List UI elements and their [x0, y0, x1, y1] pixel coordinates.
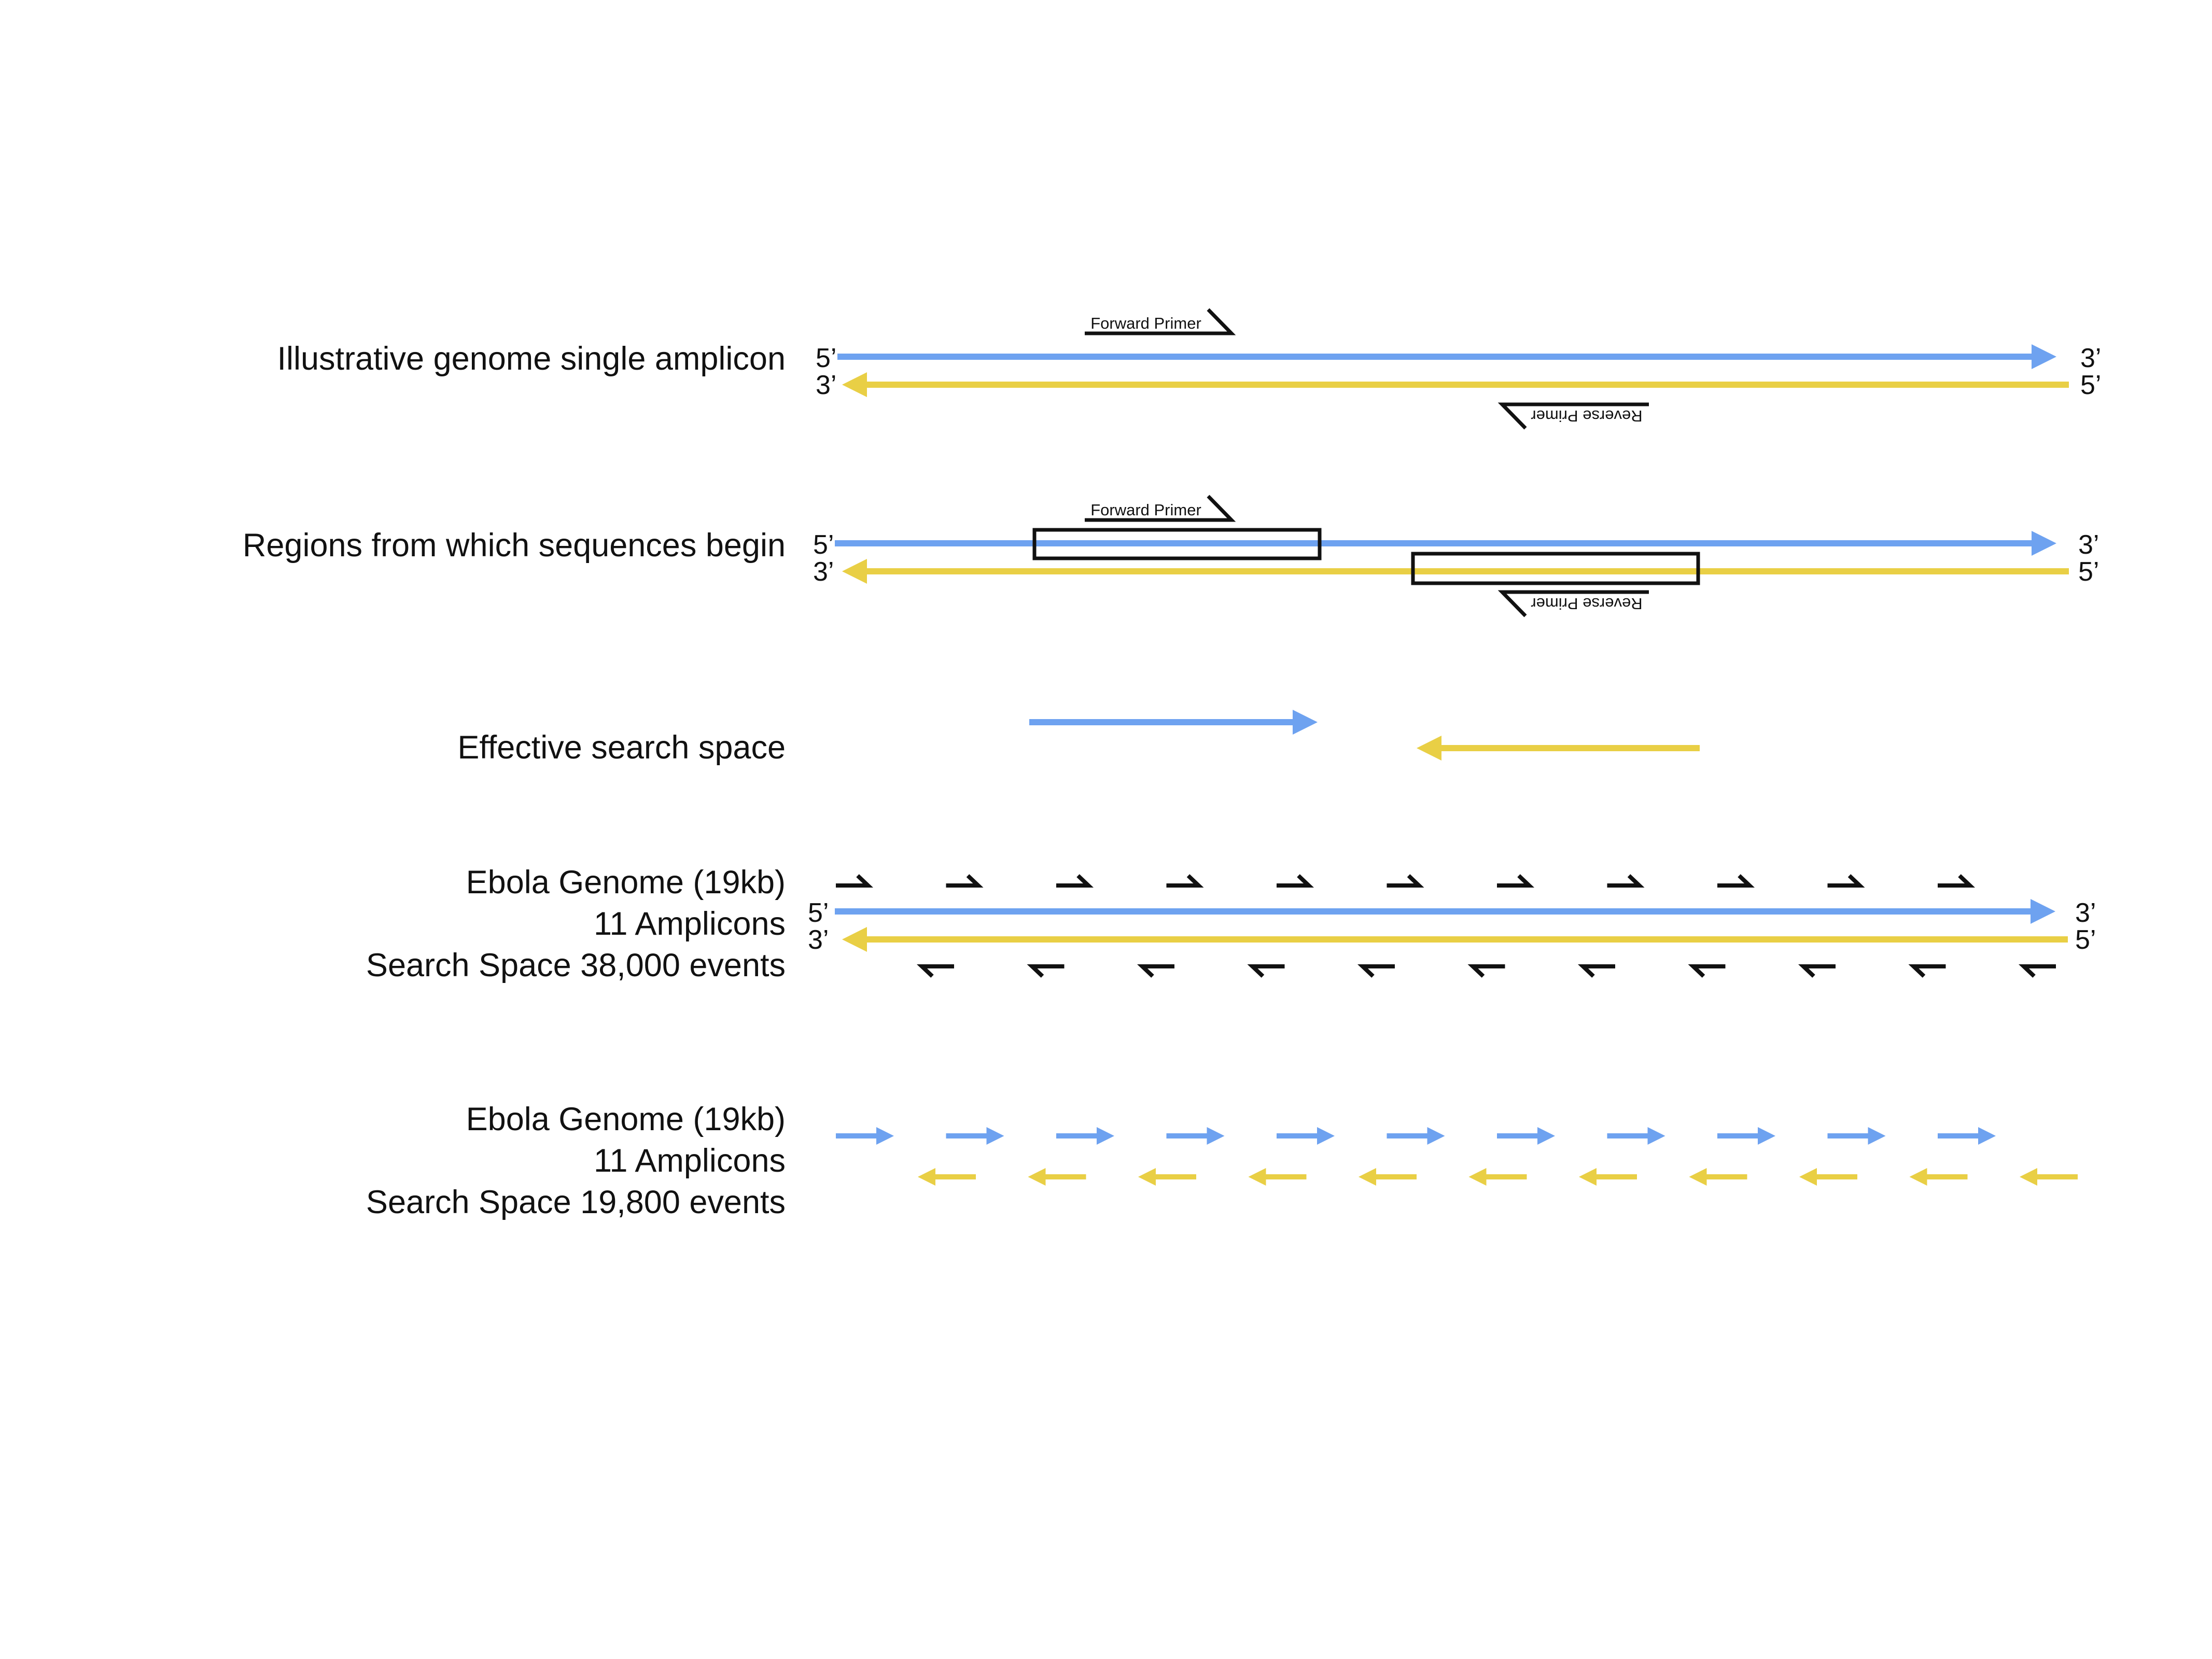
reverse-primer-glyph [1908, 964, 1946, 978]
row-label: 11 Amplicons [594, 906, 786, 942]
reverse-primer-glyph [1357, 964, 1395, 978]
forward-primer-glyph [1387, 874, 1424, 888]
five-prime-label: 5’ [808, 898, 829, 928]
reverse-primer-glyph [916, 964, 954, 978]
row-label: Effective search space [457, 729, 786, 766]
forward-primer-glyph [946, 874, 984, 888]
forward-primer-glyph [1717, 874, 1755, 888]
three-prime-label: 3’ [2078, 530, 2099, 560]
forward-primer-glyph [1827, 874, 1865, 888]
forward-primer-glyph [1497, 874, 1535, 888]
row-label: 11 Amplicons [594, 1143, 786, 1179]
forward-start-region [1032, 528, 1322, 560]
forward-primer [1085, 308, 1236, 335]
forward-primer-glyph [836, 874, 874, 888]
forward-primer-glyph [1166, 874, 1204, 888]
row-label: Ebola Genome (19kb) [466, 864, 786, 901]
three-prime-label: 3’ [2075, 898, 2096, 928]
row-effective-search-space: Effective search space [457, 710, 1700, 766]
forward-primer [1085, 495, 1236, 522]
forward-primer-glyph [1056, 874, 1094, 888]
five-prime-label: 5’ [2080, 370, 2101, 400]
row-regions: Regions from which sequences begin 5’ 3’… [243, 495, 2099, 617]
reverse-primer-glyph [1467, 964, 1505, 978]
forward-primer-set [836, 874, 1976, 888]
five-prime-label: 5’ [2078, 557, 2099, 587]
reverse-primer-glyph [1027, 964, 1065, 978]
forward-primer-glyph [1607, 874, 1645, 888]
reverse-primer-label: Reverse Primer [1531, 595, 1642, 613]
reverse-primer-glyph [2018, 964, 2056, 978]
forward-primer-label: Forward Primer [1090, 314, 1201, 332]
row-label: Search Space 19,800 events [366, 1184, 786, 1220]
reverse-primer-glyph [1137, 964, 1174, 978]
forward-primer-glyph [1938, 874, 1976, 888]
reverse-primer-glyph [1577, 964, 1615, 978]
reverse-start-region [1411, 552, 1700, 585]
reverse-primer-glyph [1247, 964, 1285, 978]
three-prime-label: 3’ [816, 370, 836, 400]
three-prime-label: 3’ [2080, 343, 2101, 373]
five-prime-label: 5’ [816, 343, 836, 373]
row-label: Regions from which sequences begin [243, 527, 786, 564]
forward-primer-glyph [1277, 874, 1314, 888]
three-prime-label: 3’ [808, 925, 829, 955]
reverse-primer [1497, 402, 1649, 430]
five-prime-label: 5’ [813, 530, 834, 560]
forward-primer-label: Forward Primer [1090, 501, 1201, 519]
row-label: Search Space 38,000 events [366, 947, 786, 983]
reverse-primer-glyph [1798, 964, 1836, 978]
row-ebola-primers: Ebola Genome (19kb) 11 Amplicons Search … [366, 864, 2096, 983]
five-prime-label: 5’ [2075, 925, 2096, 955]
reverse-primer-set [916, 964, 2056, 978]
reverse-primer [1497, 590, 1649, 617]
row-label: Illustrative genome single amplicon [277, 341, 786, 377]
reverse-primer-label: Reverse Primer [1531, 407, 1642, 425]
row-label: Ebola Genome (19kb) [466, 1101, 786, 1137]
row-ebola-segments: Ebola Genome (19kb) 11 Amplicons Search … [366, 1101, 2078, 1220]
row-single-amplicon: Illustrative genome single amplicon 5’ 3… [277, 308, 2101, 430]
reverse-primer-glyph [1688, 964, 1726, 978]
three-prime-label: 3’ [813, 557, 834, 587]
